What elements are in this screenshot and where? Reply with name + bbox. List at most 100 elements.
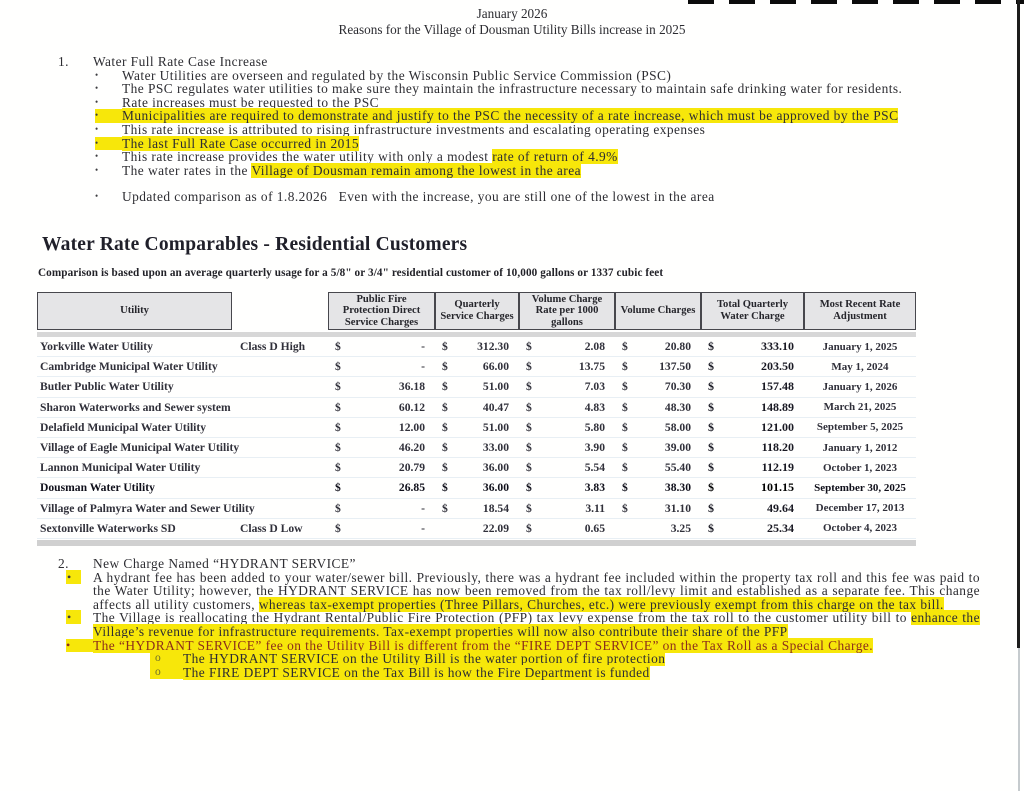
text-segment: This rate increase provides the water ut… xyxy=(122,149,493,165)
bullet-item: o The HYDRANT SERVICE on the Utility Bill… xyxy=(58,651,980,667)
cell-volume-rate: $3.11 xyxy=(519,502,615,515)
section-water-full-rate-case: 1. Water Full Rate Case Increase • Water … xyxy=(58,55,980,204)
amount-value: 49.64 xyxy=(767,500,794,515)
currency-symbol: $ xyxy=(708,419,714,434)
bullet-text: The PSC regulates water utilities to mak… xyxy=(122,82,980,96)
cell-class-designation: Class D Low xyxy=(240,521,303,535)
cell-total-quarterly-charge: $112.19 xyxy=(701,460,804,475)
amount-value: 51.00 xyxy=(482,380,509,394)
bullet-text: The last Full Rate Case occurred in 2015 xyxy=(122,135,980,151)
cell-pfp-charge: $ - xyxy=(328,522,435,535)
amount-value: 333.10 xyxy=(761,339,794,354)
cell-pfp-charge: $36.18 xyxy=(328,380,435,393)
currency-symbol: $ xyxy=(526,340,532,354)
amount-value: 20.80 xyxy=(664,340,691,354)
cell-total-quarterly-charge: $148.89 xyxy=(701,400,804,415)
bullet-item: o The FIRE DEPT SERVICE on the Tax Bill i… xyxy=(58,664,980,680)
currency-symbol: $ xyxy=(622,461,628,475)
cell-utility-name: Butler Public Water Utility xyxy=(40,380,174,394)
amount-value: 70.30 xyxy=(664,380,691,394)
bullet-marker: • xyxy=(95,136,122,151)
currency-symbol: $ xyxy=(335,521,341,535)
text-segment: The water rates in the xyxy=(122,162,252,178)
currency-symbol: $ xyxy=(442,481,448,495)
text-segment: This rate increase is attributed to risi… xyxy=(122,121,706,137)
bullet-marker: • xyxy=(66,610,93,638)
bullet-marker: • xyxy=(66,638,93,653)
cell-quarterly-service-charge: $36.00 xyxy=(435,481,519,494)
cell-quarterly-service-charge: $40.47 xyxy=(435,401,519,414)
currency-symbol: $ xyxy=(622,400,628,414)
col-header-recent-adjustment: Most Recent Rate Adjustment xyxy=(804,292,916,330)
currency-symbol: $ xyxy=(708,460,714,475)
bullet-marker: • xyxy=(95,123,99,134)
amount-value: 36.00 xyxy=(482,461,509,475)
section2-heading: New Charge Named “HYDRANT SERVICE” xyxy=(93,556,356,571)
cell-rate-adjustment-date: January 1, 2025 xyxy=(822,340,898,353)
bullet-item: • The Village is reallocating the Hydrant… xyxy=(58,610,980,639)
highlighted-text-segment: Municipalities are required to demonstra… xyxy=(122,108,899,124)
amount-value: 118.20 xyxy=(761,440,794,455)
bullet-text: The HYDRANT SERVICE on the Utility Bill … xyxy=(183,651,980,667)
bullet-text: The “HYDRANT SERVICE” fee on the Utility… xyxy=(93,637,980,653)
table-row: Yorkville Water Utility Class D High $ - $31… xyxy=(37,337,916,358)
amount-value: 55.40 xyxy=(664,461,691,475)
amount-value: 33.00 xyxy=(482,441,509,455)
currency-symbol: $ xyxy=(442,400,448,414)
col-header-class-spacer xyxy=(232,292,328,330)
cell-pfp-charge: $60.12 xyxy=(328,401,435,414)
amount-value: 58.00 xyxy=(664,420,691,434)
cell-volume-charges: $39.00 xyxy=(615,441,701,454)
highlighted-bullet-marker: • xyxy=(66,610,81,625)
amount-value: 5.80 xyxy=(584,420,605,434)
bullet-text: The FIRE DEPT SERVICE on the Tax Bill is… xyxy=(183,664,980,680)
highlighted-text-segment: The “HYDRANT SERVICE” fee on the Utility… xyxy=(93,637,874,653)
table-header-row: Utility Public Fire Protection Direct Se… xyxy=(37,292,916,330)
text-segment: Water Utilities are overseen and regulat… xyxy=(122,67,672,83)
cell-volume-charges: $48.30 xyxy=(615,401,701,414)
highlighted-text-segment: The FIRE DEPT SERVICE on the Tax Bill is… xyxy=(183,664,650,680)
cell-volume-rate: $7.03 xyxy=(519,380,615,393)
cell-utility-name: Village of Eagle Municipal Water Utility xyxy=(40,441,240,455)
amount-value: 3.25 xyxy=(670,521,691,535)
cell-volume-rate: $5.80 xyxy=(519,421,615,434)
cell-pfp-charge: $12.00 xyxy=(328,421,435,434)
amount-value: 148.89 xyxy=(761,399,794,414)
currency-symbol: $ xyxy=(335,441,341,455)
cell-pfp-charge: $ - xyxy=(328,360,435,373)
table-row: Sextonville Waterworks SD Class D Low $ -22… xyxy=(37,519,916,539)
currency-symbol: $ xyxy=(442,340,448,354)
currency-symbol: $ xyxy=(442,461,448,475)
cell-pfp-charge: $46.20 xyxy=(328,441,435,454)
col-header-utility: Utility xyxy=(37,292,232,330)
amount-value: 5.54 xyxy=(584,461,605,475)
currency-symbol: $ xyxy=(708,339,714,354)
section1-bullet-list: • Water Utilities are overseen and regula… xyxy=(58,67,980,205)
bullet-text: Municipalities are required to demonstra… xyxy=(122,108,980,124)
currency-symbol: $ xyxy=(708,399,714,414)
document-header: January 2026 Reasons for the Village of … xyxy=(0,6,1024,37)
currency-symbol: $ xyxy=(526,400,532,414)
cell-rate-adjustment-date: October 4, 2023 xyxy=(822,522,898,535)
amount-value: 66.00 xyxy=(482,360,509,374)
sub-bullet-marker: o xyxy=(150,665,183,680)
cell-volume-charges: $38.30 xyxy=(615,481,701,494)
bullet-text: A hydrant fee has been added to your wat… xyxy=(93,570,980,612)
amount-value: 39.00 xyxy=(664,441,691,455)
cell-total-quarterly-charge: $25.34 xyxy=(701,521,804,536)
cell-volume-rate: $0.65 xyxy=(519,522,615,535)
amount-value: 22.09 xyxy=(482,521,509,535)
currency-symbol: $ xyxy=(708,520,714,535)
cell-quarterly-service-charge: $36.00 xyxy=(435,461,519,474)
bullet-marker: • xyxy=(95,164,99,175)
bullet-text: Water Utilities are overseen and regulat… xyxy=(122,67,980,83)
scan-band-artifact-bottom xyxy=(37,539,916,546)
cell-utility-name: Sharon Waterworks and Sewer system xyxy=(40,400,231,414)
table-row: Butler Public Water Utility $36.18 $51.00 $… xyxy=(37,377,916,398)
cell-total-quarterly-charge: $157.48 xyxy=(701,379,804,394)
cell-quarterly-service-charge: $66.00 xyxy=(435,360,519,373)
text-segment: Updated comparison as of 1.8.2026 Even w… xyxy=(122,189,715,205)
bullet-item: • Water Utilities are overseen and regula… xyxy=(58,67,980,83)
amount-value: 2.08 xyxy=(584,340,605,354)
